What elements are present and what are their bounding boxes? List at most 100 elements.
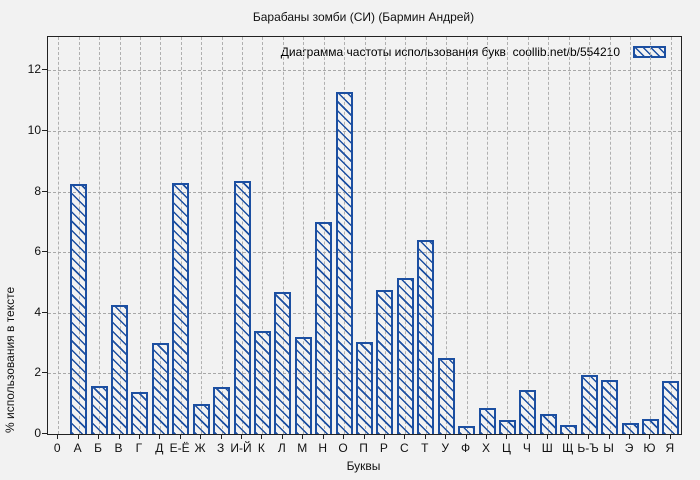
- vertical-gridline: [527, 37, 529, 434]
- y-tick-label: 2: [34, 365, 41, 380]
- vertical-gridline: [303, 37, 305, 434]
- horizontal-gridline: [48, 70, 681, 72]
- vertical-gridline: [201, 37, 203, 434]
- x-tick-mark: [526, 435, 528, 439]
- x-tick-mark: [179, 435, 181, 439]
- vertical-gridline: [58, 37, 60, 434]
- bar-Ч: [519, 390, 537, 434]
- x-tick-label: Я: [665, 441, 675, 455]
- vertical-gridline: [262, 37, 264, 434]
- x-tick-label: Ф: [461, 441, 471, 455]
- vertical-gridline: [609, 37, 611, 434]
- x-tick-mark: [445, 435, 447, 439]
- vertical-gridline: [384, 37, 386, 434]
- bar-В: [111, 305, 128, 434]
- y-tick-label: 10: [27, 122, 41, 137]
- x-tick-mark: [343, 435, 345, 439]
- x-tick-label: Х: [481, 441, 490, 455]
- vertical-gridline: [364, 37, 366, 434]
- x-tick-mark: [424, 435, 426, 439]
- vertical-gridline: [466, 37, 468, 434]
- vertical-gridline: [425, 37, 427, 434]
- bar-Д: [151, 343, 169, 434]
- bar-Я: [662, 381, 680, 434]
- y-tick-mark: [42, 251, 47, 253]
- x-tick-mark: [404, 435, 406, 439]
- y-tick-mark: [42, 372, 47, 374]
- y-tick-label: 8: [34, 183, 41, 198]
- x-tick-mark: [547, 435, 549, 439]
- vertical-gridline: [630, 37, 631, 434]
- bar-У: [437, 358, 455, 434]
- bar-Ш: [539, 414, 557, 434]
- x-tick-label: Л: [277, 441, 286, 455]
- vertical-gridline: [99, 37, 100, 434]
- x-tick-label: Г: [135, 441, 143, 455]
- x-tick-mark: [363, 435, 365, 439]
- legend-hatch-swatch-icon: [633, 46, 666, 58]
- bar-Б: [90, 385, 108, 434]
- bar-Ю: [641, 418, 659, 434]
- plot-area: Диаграмма частоты использования букв coo…: [47, 36, 682, 435]
- x-tick-mark: [98, 435, 99, 439]
- x-tick-mark: [200, 435, 202, 439]
- horizontal-gridline: [48, 312, 681, 314]
- bar-Т: [417, 240, 435, 434]
- vertical-gridline: [221, 37, 223, 434]
- y-tick-mark: [42, 129, 47, 131]
- vertical-gridline: [670, 37, 672, 434]
- x-tick-label: Ь-Ъ: [577, 441, 599, 455]
- x-tick-mark: [77, 435, 79, 439]
- x-tick-label: Ы: [603, 441, 614, 455]
- bar-Л: [274, 291, 292, 434]
- x-tick-label: В: [114, 441, 123, 455]
- x-tick-mark: [608, 435, 610, 439]
- x-axis-title: Буквы: [346, 459, 381, 473]
- x-tick-label: Е-Ё: [169, 441, 190, 455]
- x-tick-mark: [261, 435, 263, 439]
- vertical-gridline: [650, 37, 652, 434]
- vertical-gridline: [139, 37, 141, 434]
- y-tick-mark: [42, 311, 47, 313]
- x-tick-label: З: [216, 441, 225, 455]
- bar-Г: [131, 391, 149, 434]
- x-tick-label: Ч: [522, 441, 531, 455]
- x-tick-label: П: [359, 441, 368, 455]
- x-tick-mark: [322, 435, 324, 439]
- x-tick-label: Т: [421, 441, 429, 455]
- vertical-gridline: [405, 37, 407, 434]
- bar-Э: [621, 423, 639, 434]
- x-tick-mark: [486, 435, 487, 439]
- x-tick-label: Б: [94, 441, 102, 455]
- vertical-gridline: [282, 37, 284, 434]
- x-tick-mark: [302, 435, 304, 439]
- bar-Х: [478, 408, 496, 434]
- legend: Диаграмма частоты использования букв coo…: [281, 45, 666, 59]
- x-tick-mark: [629, 435, 630, 439]
- x-tick-mark: [281, 435, 283, 439]
- bar-Ж: [192, 403, 210, 434]
- x-tick-mark: [118, 435, 120, 439]
- x-tick-mark: [465, 435, 467, 439]
- x-tick-mark: [506, 435, 508, 439]
- x-tick-label: Ц: [501, 441, 511, 455]
- bar-З: [213, 387, 231, 434]
- x-tick-label: Ш: [541, 441, 553, 455]
- x-tick-mark: [588, 435, 590, 439]
- vertical-gridline: [119, 37, 121, 434]
- bar-С: [396, 277, 414, 434]
- bar-О: [335, 91, 353, 434]
- y-tick-mark: [42, 69, 47, 71]
- vertical-gridline: [507, 37, 509, 434]
- vertical-gridline: [568, 37, 570, 434]
- bar-Ы: [601, 379, 618, 434]
- x-tick-mark: [57, 435, 59, 439]
- y-tick-label: 0: [34, 426, 41, 440]
- x-tick-label: Д: [155, 441, 164, 455]
- bar-Щ: [560, 424, 578, 434]
- bar-Ф: [458, 426, 476, 434]
- x-tick-label: Ж: [194, 441, 206, 455]
- bar-П: [356, 341, 373, 434]
- horizontal-gridline: [48, 252, 681, 254]
